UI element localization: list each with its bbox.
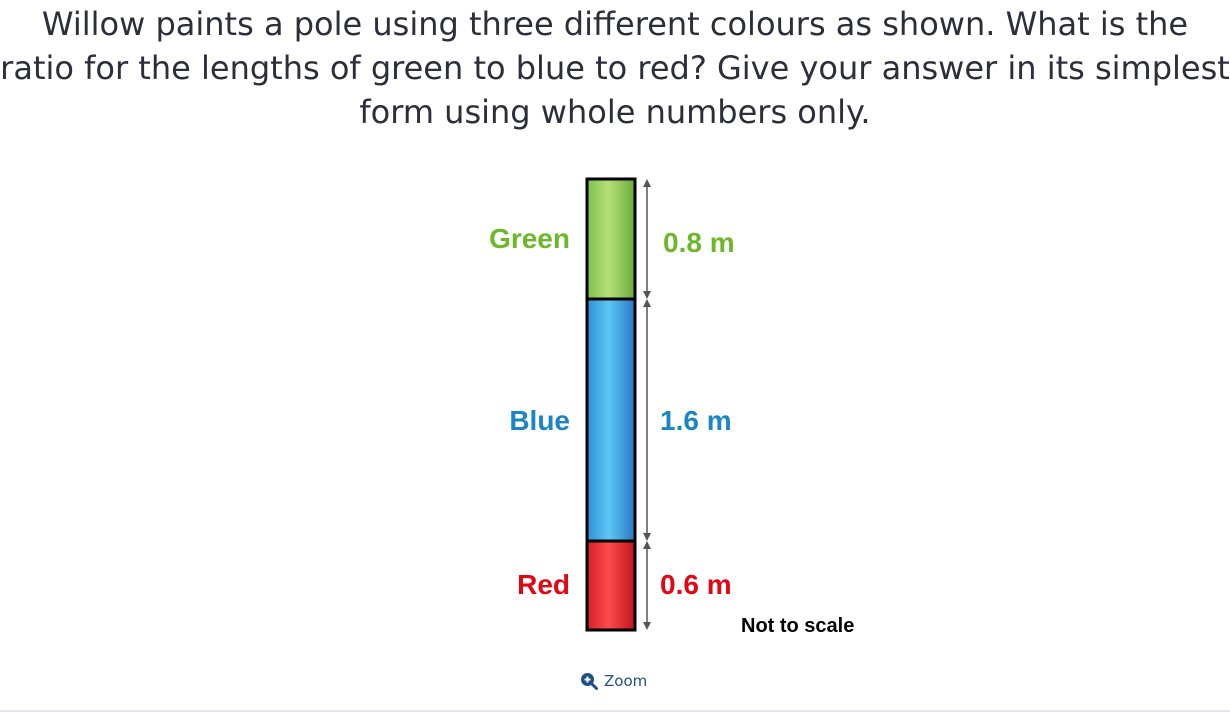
zoom-button[interactable]: Zoom — [580, 672, 647, 690]
zoom-in-icon — [580, 672, 598, 690]
dimension-lines — [643, 179, 651, 630]
zoom-label: Zoom — [604, 672, 648, 690]
arrowhead — [643, 533, 651, 541]
segment-label-blue: Blue — [509, 405, 570, 436]
pole-segment-blue — [585, 297, 637, 543]
question-text: Willow paints a pole using three differe… — [0, 5, 1230, 131]
segment-label-green: Green — [489, 223, 570, 254]
arrowhead — [643, 299, 651, 307]
pole — [585, 177, 637, 632]
arrowhead — [643, 179, 651, 187]
length-label-red: 0.6 m — [660, 569, 732, 600]
arrowhead — [643, 291, 651, 299]
length-label-green: 0.8 m — [663, 227, 735, 258]
arrowhead — [643, 541, 651, 549]
not-to-scale-note: Not to scale — [741, 615, 854, 637]
bottom-divider — [0, 710, 1230, 712]
arrowhead — [643, 622, 651, 630]
pole-segment-red — [585, 539, 637, 632]
pole-segment-green — [585, 177, 637, 301]
segment-label-red: Red — [517, 569, 570, 600]
length-label-blue: 1.6 m — [660, 405, 732, 436]
